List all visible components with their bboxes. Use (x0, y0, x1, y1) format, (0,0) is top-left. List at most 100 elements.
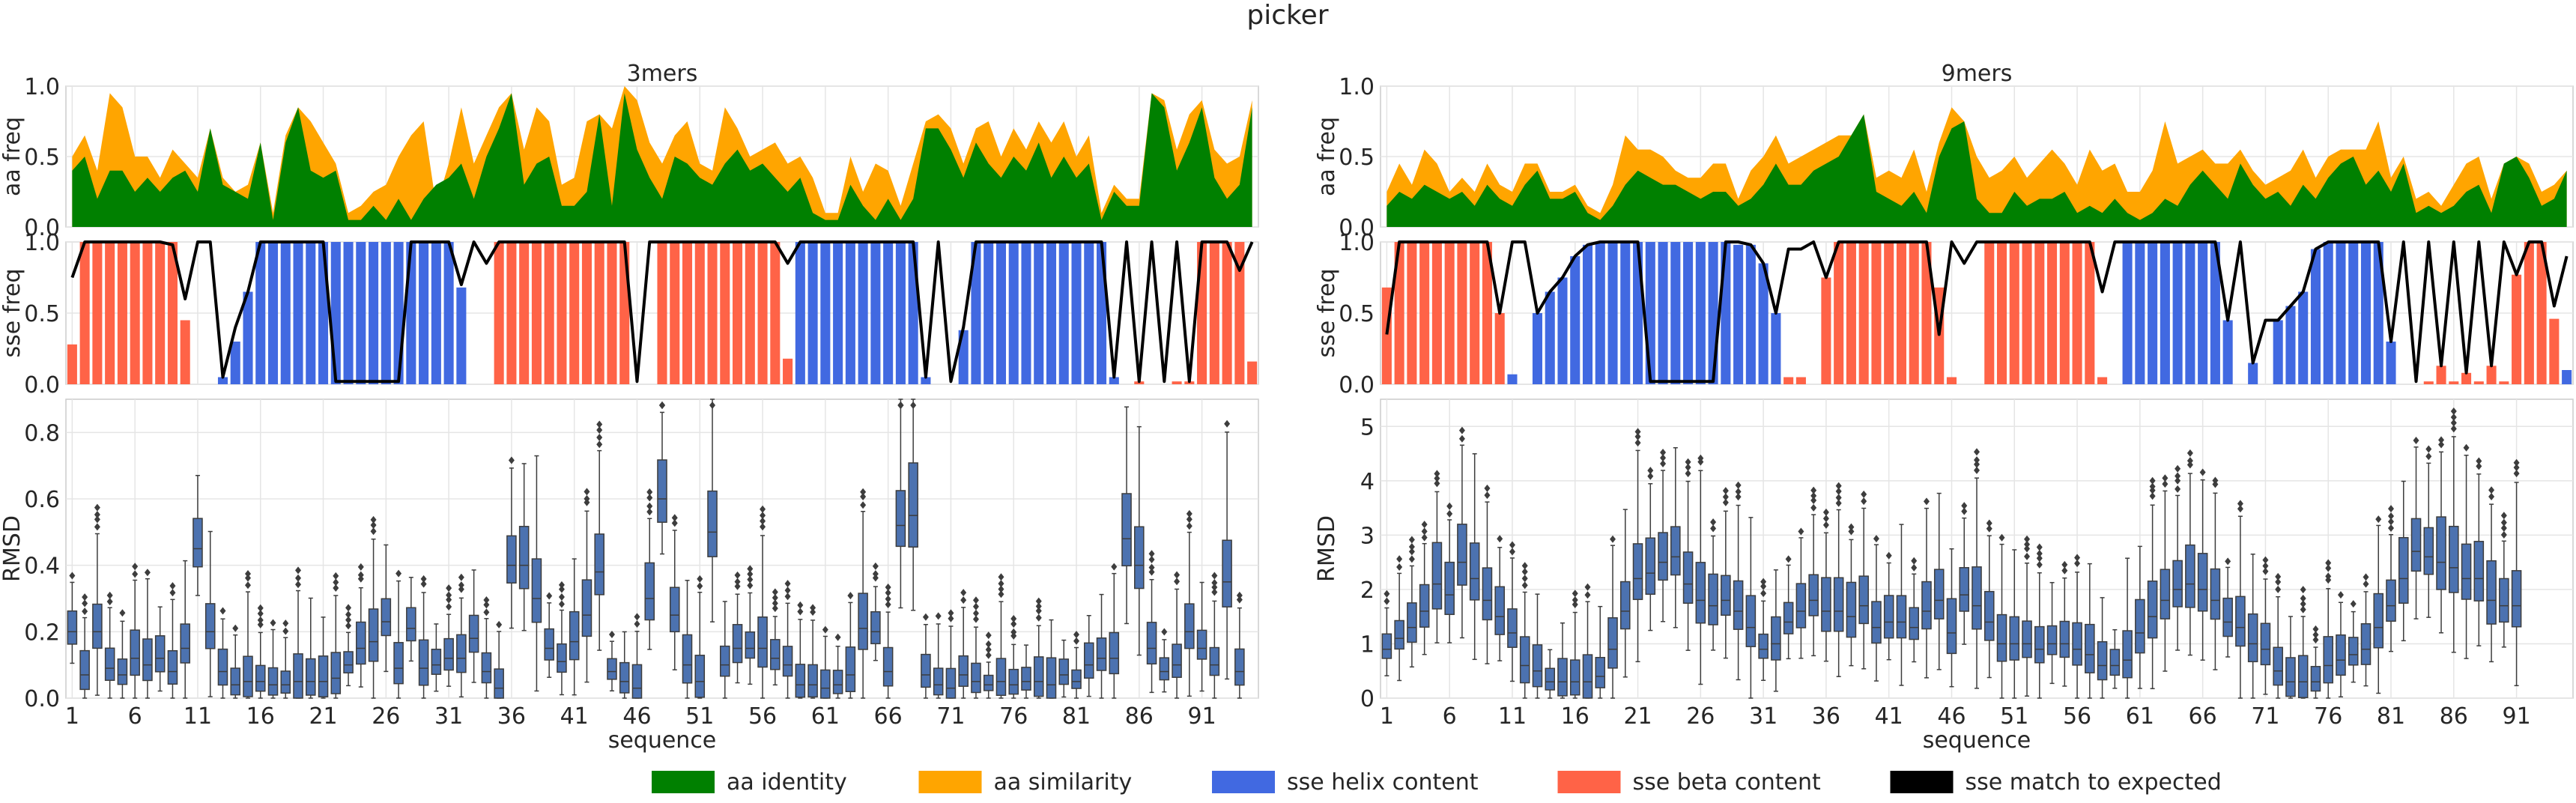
bar-sse-beta-content (1795, 377, 1806, 384)
box-body (2172, 560, 2183, 607)
bar-sse-beta-content (1222, 242, 1232, 384)
bar-sse-beta-content (569, 242, 580, 384)
outlier (1211, 572, 1218, 580)
outlier (1010, 615, 1017, 623)
outlier (1986, 519, 1992, 527)
box-7 (142, 569, 153, 699)
outlier (2375, 515, 2382, 524)
outlier (2175, 485, 2181, 493)
bar-sse-beta-content (1884, 242, 1894, 384)
box-body (1871, 601, 1882, 644)
bar-sse-helix-content (431, 242, 441, 384)
bar-sse-helix-content (1570, 256, 1581, 384)
outlier (646, 508, 653, 516)
outlier (2300, 594, 2306, 602)
outlier (333, 572, 339, 580)
bar-sse-beta-content (594, 242, 604, 384)
outlier (345, 604, 352, 612)
outlier (1010, 620, 1017, 628)
box-body (945, 667, 957, 699)
bar-sse-beta-content (1209, 242, 1219, 384)
outlier (772, 593, 778, 602)
box-body (908, 462, 918, 548)
box-87 (1146, 550, 1157, 694)
bar-sse-beta-content (1821, 277, 1831, 384)
box-4 (104, 591, 115, 699)
box-body (2072, 622, 2082, 666)
box-body (1457, 524, 1467, 586)
box-body (820, 669, 831, 699)
bar-sse-beta-content (720, 242, 730, 384)
outlier (2149, 486, 2156, 494)
box-47 (1959, 502, 1970, 645)
box-81 (2386, 505, 2396, 652)
outlier (1911, 563, 1918, 572)
outlier (1685, 458, 1691, 466)
outlier (784, 593, 791, 601)
outlier (697, 582, 703, 590)
outlier (2186, 457, 2193, 465)
outlier (985, 651, 992, 659)
outlier (1497, 535, 1503, 543)
bar-sse-beta-content (670, 242, 680, 384)
box-27 (393, 569, 404, 699)
outlier (69, 572, 76, 580)
outlier (370, 515, 377, 524)
outlier (2388, 505, 2395, 513)
bar-sse-helix-content (2323, 242, 2333, 384)
outlier (1584, 583, 1591, 591)
bar-sse-helix-content (921, 377, 931, 384)
bar-sse-beta-content (1871, 242, 1882, 384)
bar-sse-helix-content (984, 242, 994, 384)
x-tick-label: 61 (811, 703, 840, 730)
box-body (2449, 525, 2459, 593)
outlier (295, 574, 302, 582)
bar-sse-beta-content (1946, 377, 1957, 384)
box-13 (217, 607, 228, 699)
bar-sse-helix-content (2360, 242, 2372, 384)
outlier (2036, 554, 2043, 563)
outlier (1760, 582, 1767, 590)
y-tick-label: 3 (1360, 523, 1375, 549)
x-tick-label: 11 (1498, 703, 1527, 730)
outlier (257, 616, 264, 624)
box-9 (1482, 484, 1493, 664)
box-1 (67, 572, 78, 664)
outlier (608, 630, 615, 638)
bar-sse-beta-content (1407, 242, 1417, 384)
box-body (243, 655, 253, 697)
outlier (772, 599, 778, 607)
box-31 (443, 584, 454, 687)
outlier (596, 420, 603, 428)
outlier (1211, 588, 1218, 596)
outlier (1396, 555, 1403, 563)
box-31 (1758, 578, 1769, 682)
outlier (357, 563, 364, 571)
box-30 (431, 623, 442, 692)
outlier (2262, 556, 2269, 564)
outlier (2488, 492, 2495, 500)
box-14 (1545, 649, 1556, 699)
y-tick-label: 0.0 (24, 372, 60, 399)
outlier (345, 616, 352, 624)
box-body (995, 658, 1007, 697)
y-tick-label: 0.0 (1339, 215, 1375, 241)
subplot-1: 0.0 0.5 1.0 sse freq (0, 230, 1259, 399)
outlier (948, 614, 954, 622)
outlier (1974, 466, 1980, 474)
x-tick-label: 41 (560, 703, 589, 730)
outlier (834, 633, 841, 641)
bar-sse-helix-content (1021, 242, 1031, 384)
box-body (832, 670, 843, 694)
box-body (1021, 667, 1031, 691)
outlier (1484, 484, 1491, 492)
bar-sse-helix-content (2148, 242, 2158, 384)
outlier (1572, 590, 1578, 598)
bar-sse-beta-content (117, 242, 127, 384)
outlier (2425, 445, 2432, 453)
outlier (257, 620, 264, 628)
box-body (983, 674, 994, 691)
box-86 (1134, 425, 1145, 656)
outlier (132, 563, 139, 571)
